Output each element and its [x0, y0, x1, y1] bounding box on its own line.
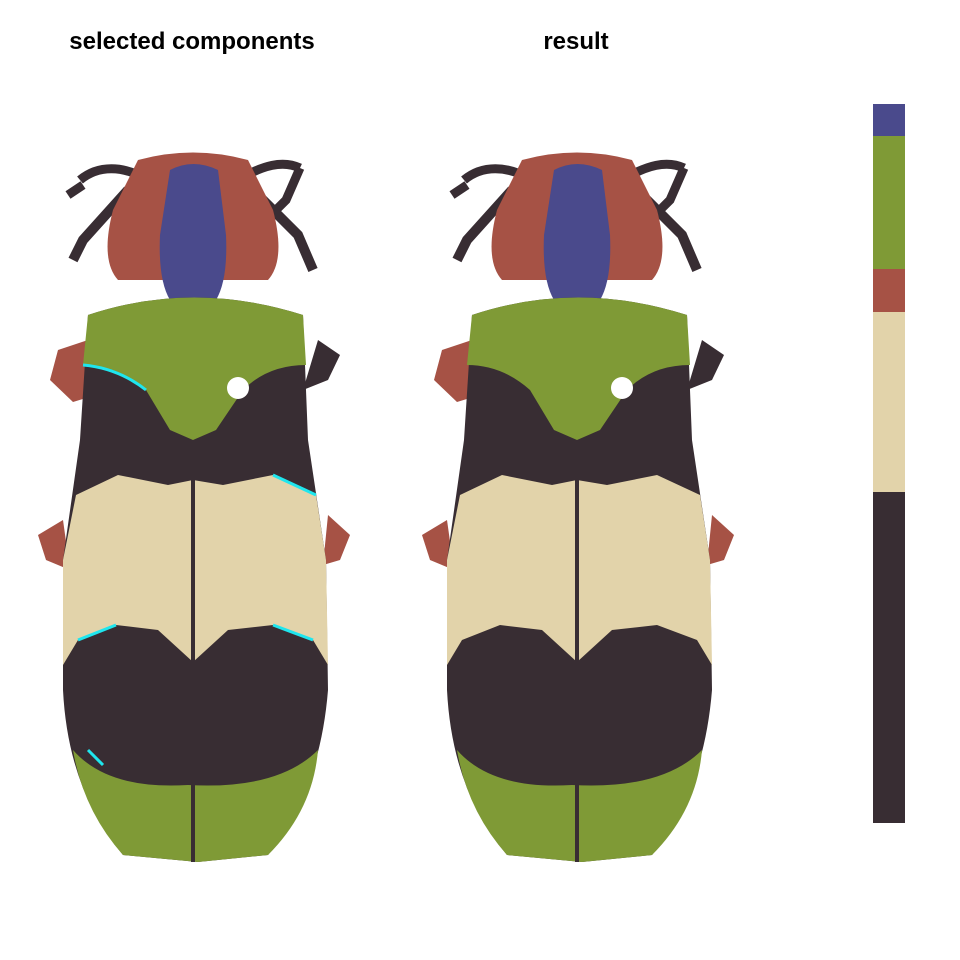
- palette-swatch-cream: [873, 312, 905, 492]
- midleg-right: [323, 515, 350, 565]
- antenna-right-tip: [656, 166, 689, 214]
- antenna-right-tip: [272, 166, 305, 214]
- midleg-left: [38, 520, 70, 570]
- thorax-blue: [159, 164, 227, 300]
- palette-swatch-green: [873, 136, 905, 269]
- green-band-upper: [467, 297, 690, 440]
- cream-band: [63, 475, 328, 665]
- cream-band: [447, 475, 712, 665]
- shoulder-right: [687, 340, 724, 390]
- palette-swatch-blue: [873, 104, 905, 136]
- antenna-left-tip: [449, 181, 470, 199]
- beetle-result: [422, 152, 734, 862]
- leg-front-left: [68, 186, 132, 263]
- midleg-right: [707, 515, 734, 565]
- white-spot: [611, 377, 633, 399]
- panel-title-selected-components: selected components: [69, 28, 315, 55]
- green-band-upper: [83, 297, 306, 440]
- antenna-left-tip: [65, 181, 86, 199]
- palette-swatch-red: [873, 269, 905, 312]
- green-band-lower: [73, 750, 318, 862]
- cyan-edge-upper-left: [82, 363, 147, 392]
- palette-swatch-dark: [873, 492, 905, 823]
- leg-front-left: [452, 186, 516, 263]
- cyan-edge-mid-right: [272, 473, 317, 497]
- beetle-selected-components: [38, 152, 350, 862]
- thorax-blue: [543, 164, 611, 300]
- white-spot: [227, 377, 249, 399]
- green-band-lower: [457, 750, 702, 862]
- shoulder-right: [303, 340, 340, 390]
- cyan-edge-bottom-left: [86, 748, 105, 767]
- panel-title-result: result: [543, 28, 609, 55]
- midleg-left: [422, 520, 454, 570]
- cyan-edge-lower-left: [77, 623, 117, 642]
- cyan-edge-lower-right: [272, 623, 314, 642]
- color-palette-bar: [873, 104, 905, 824]
